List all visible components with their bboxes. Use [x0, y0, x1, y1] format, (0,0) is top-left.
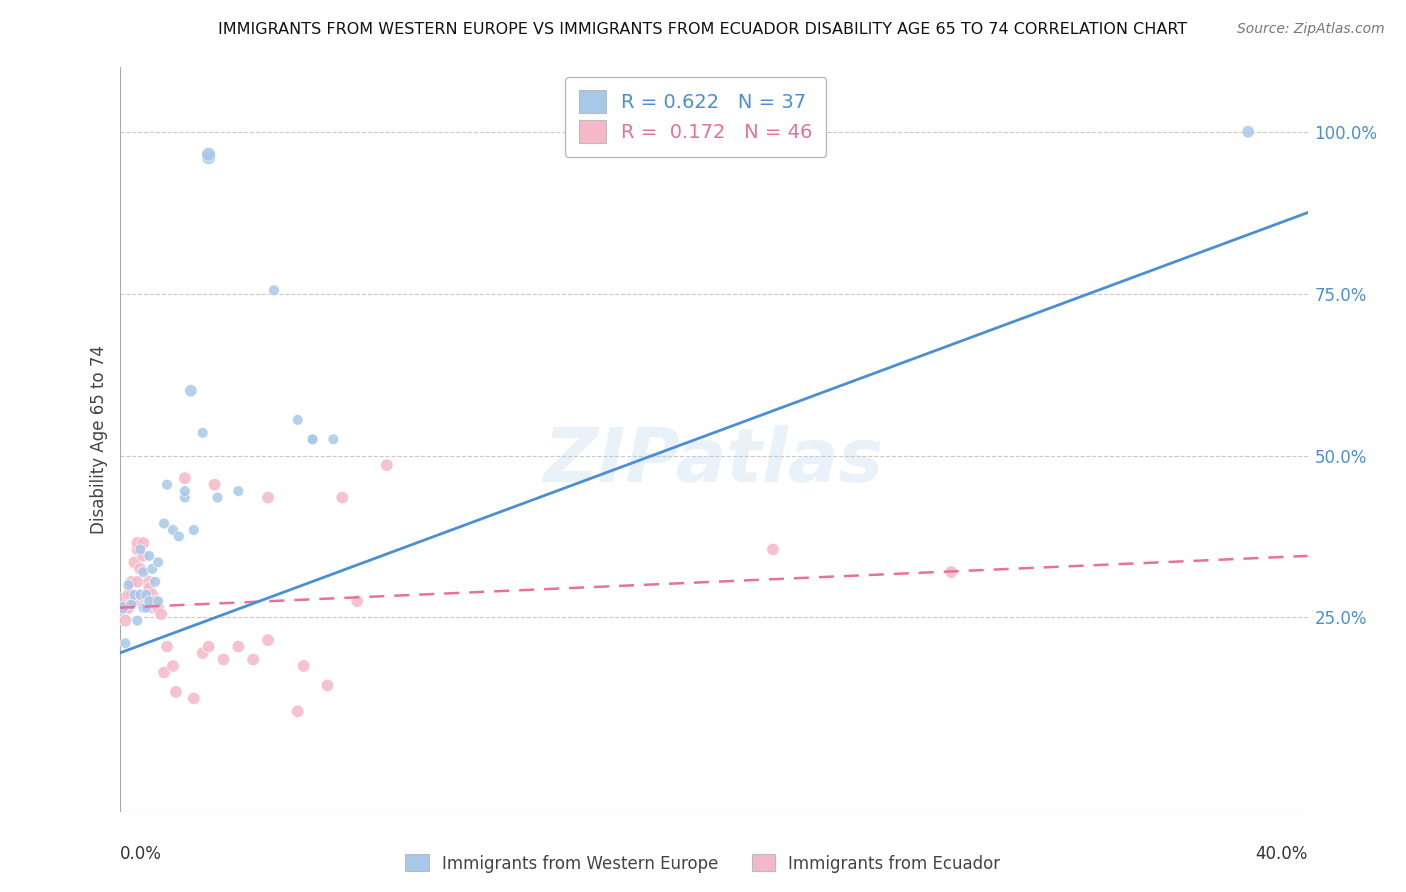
- Point: [939, 565, 962, 579]
- Point: [127, 614, 149, 628]
- Point: [135, 600, 157, 615]
- Point: [127, 536, 149, 550]
- Legend: R = 0.622   N = 37, R =  0.172   N = 46: R = 0.622 N = 37, R = 0.172 N = 46: [565, 77, 827, 156]
- Point: [156, 640, 179, 654]
- Point: [135, 588, 157, 602]
- Point: [143, 574, 166, 589]
- Point: [146, 555, 169, 569]
- Point: [257, 491, 280, 505]
- Point: [141, 562, 163, 576]
- Point: [207, 491, 229, 505]
- Point: [183, 691, 205, 706]
- Point: [762, 542, 785, 557]
- Point: [197, 151, 219, 165]
- Point: [127, 574, 149, 589]
- Point: [173, 471, 195, 485]
- Point: [138, 574, 160, 589]
- Point: [183, 523, 205, 537]
- Point: [173, 484, 195, 499]
- Point: [165, 685, 187, 699]
- Point: [117, 600, 139, 615]
- Text: 40.0%: 40.0%: [1256, 846, 1308, 863]
- Point: [263, 284, 285, 298]
- Point: [120, 598, 142, 612]
- Point: [141, 588, 163, 602]
- Point: [322, 433, 344, 447]
- Point: [138, 594, 160, 608]
- Point: [180, 384, 202, 398]
- Point: [127, 542, 149, 557]
- Point: [150, 607, 173, 622]
- Point: [124, 588, 146, 602]
- Point: [132, 536, 155, 550]
- Point: [197, 640, 219, 654]
- Point: [301, 433, 323, 447]
- Point: [124, 555, 146, 569]
- Point: [301, 433, 323, 447]
- Point: [156, 477, 179, 491]
- Point: [129, 542, 152, 557]
- Point: [212, 652, 235, 666]
- Point: [135, 594, 157, 608]
- Point: [228, 484, 250, 499]
- Text: ZIPatlas: ZIPatlas: [544, 425, 883, 498]
- Point: [173, 491, 195, 505]
- Point: [120, 574, 142, 589]
- Point: [375, 458, 398, 473]
- Point: [129, 588, 152, 602]
- Point: [111, 598, 134, 612]
- Text: Source: ZipAtlas.com: Source: ZipAtlas.com: [1237, 22, 1385, 37]
- Point: [167, 529, 190, 543]
- Point: [146, 600, 169, 615]
- Text: 0.0%: 0.0%: [120, 846, 162, 863]
- Point: [242, 652, 264, 666]
- Point: [129, 588, 152, 602]
- Legend: Immigrants from Western Europe, Immigrants from Ecuador: Immigrants from Western Europe, Immigran…: [399, 847, 1007, 880]
- Point: [346, 594, 368, 608]
- Point: [117, 588, 139, 602]
- Point: [197, 147, 219, 161]
- Point: [191, 425, 214, 440]
- Point: [257, 633, 280, 648]
- Point: [141, 600, 163, 615]
- Point: [153, 516, 176, 531]
- Point: [132, 565, 155, 579]
- Point: [124, 594, 146, 608]
- Point: [120, 588, 142, 602]
- Point: [135, 588, 157, 602]
- Point: [114, 636, 136, 650]
- Point: [146, 594, 169, 608]
- Point: [292, 659, 315, 673]
- Point: [316, 678, 339, 692]
- Point: [162, 523, 184, 537]
- Point: [191, 646, 214, 660]
- Point: [1237, 125, 1260, 139]
- Point: [111, 600, 134, 615]
- Y-axis label: Disability Age 65 to 74: Disability Age 65 to 74: [90, 345, 108, 533]
- Point: [153, 665, 176, 680]
- Point: [330, 491, 353, 505]
- Point: [114, 614, 136, 628]
- Point: [138, 549, 160, 563]
- Point: [143, 594, 166, 608]
- Point: [138, 582, 160, 596]
- Point: [117, 578, 139, 592]
- Point: [287, 704, 309, 718]
- Point: [132, 600, 155, 615]
- Point: [129, 562, 152, 576]
- Point: [287, 413, 309, 427]
- Text: IMMIGRANTS FROM WESTERN EUROPE VS IMMIGRANTS FROM ECUADOR DISABILITY AGE 65 TO 7: IMMIGRANTS FROM WESTERN EUROPE VS IMMIGR…: [218, 22, 1188, 37]
- Point: [204, 477, 226, 491]
- Point: [162, 659, 184, 673]
- Point: [228, 640, 250, 654]
- Point: [132, 549, 155, 563]
